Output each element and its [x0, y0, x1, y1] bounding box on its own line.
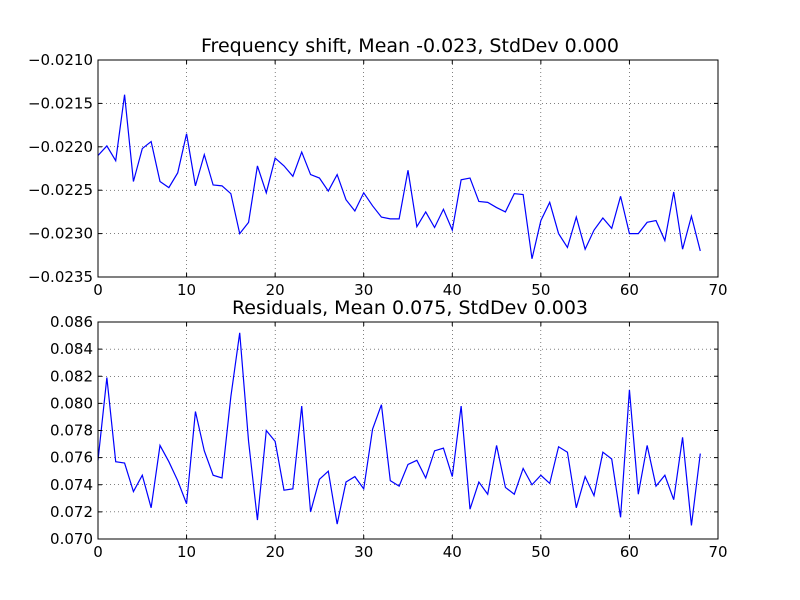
residuals-line-series: [97, 332, 701, 526]
frequency-shift-title: Frequency shift, Mean -0.023, StdDev 0.0…: [201, 35, 619, 57]
frequency-shift-x-tick-label: 10: [177, 281, 196, 299]
residuals-y-tick-label: 0.072: [50, 503, 93, 521]
frequency-shift-x-tick-label: 20: [266, 281, 285, 299]
frequency-shift-x-tick-label: 40: [443, 281, 462, 299]
frequency-shift-y-tick-label: −0.0230: [28, 225, 93, 243]
frequency-shift-line-series: [97, 94, 701, 259]
frequency-shift-y-tick-label: −0.0215: [28, 94, 93, 112]
residuals-grid: [98, 322, 718, 539]
frequency-shift-x-tick-label: 60: [620, 281, 639, 299]
residuals-y-tick-label: 0.076: [50, 449, 93, 467]
residuals-x-axis: 0 10 20 30 40 50 60 70: [93, 322, 728, 561]
residuals-y-tick-label: 0.084: [50, 340, 93, 358]
residuals-y-tick-label: 0.082: [50, 367, 93, 385]
residuals-x-tick-label: 30: [354, 543, 373, 561]
residuals-title: Residuals, Mean 0.075, StdDev 0.003: [232, 297, 588, 319]
residuals-y-tick-label: 0.078: [50, 422, 93, 440]
residuals-x-tick-label: 60: [620, 543, 639, 561]
frequency-shift-x-tick-label: 30: [354, 281, 373, 299]
residuals-x-tick-label: 50: [531, 543, 550, 561]
residuals-x-tick-label: 20: [266, 543, 285, 561]
residuals-y-tick-label: 0.074: [50, 476, 93, 494]
residuals-x-tick-label: 70: [708, 543, 727, 561]
frequency-shift-grid: [98, 60, 718, 277]
frequency-shift-y-tick-label: −0.0210: [28, 51, 93, 69]
residuals-y-tick-label: 0.086: [50, 313, 93, 331]
frequency-shift-y-tick-label: −0.0220: [28, 138, 93, 156]
frequency-shift-plot-frame: [97, 59, 719, 278]
residuals-chart: Residuals, Mean 0.075, StdDev 0.003 0 10 2…: [50, 297, 728, 561]
frequency-shift-x-tick-label: 70: [708, 281, 727, 299]
frequency-shift-x-tick-label: 50: [531, 281, 550, 299]
frequency-shift-chart: Frequency shift, Mean -0.023, StdDev 0.0…: [28, 35, 728, 299]
frequency-shift-x-axis: 0 10 20 30 40 50 60 70: [93, 60, 728, 299]
residuals-x-tick-label: 10: [177, 543, 196, 561]
frequency-shift-y-tick-label: −0.0235: [28, 268, 93, 286]
frequency-shift-y-axis: −0.0235 −0.0230 −0.0225 −0.0220 −0.0215 −0.02…: [28, 51, 718, 286]
frequency-shift-y-tick-label: −0.0225: [28, 181, 93, 199]
frequency-shift-x-tick-label: 0: [93, 281, 103, 299]
residuals-y-tick-label: 0.070: [50, 530, 93, 548]
residuals-y-axis: 0.070 0.072 0.074 0.076 0.078 0.080 0.082 0.084…: [50, 313, 718, 548]
frequency-shift-series-line: [97, 94, 701, 259]
residuals-x-tick-label: 40: [443, 543, 462, 561]
residuals-series-line: [97, 332, 701, 526]
residuals-y-tick-label: 0.080: [50, 394, 93, 412]
residuals-x-tick-label: 0: [93, 543, 103, 561]
